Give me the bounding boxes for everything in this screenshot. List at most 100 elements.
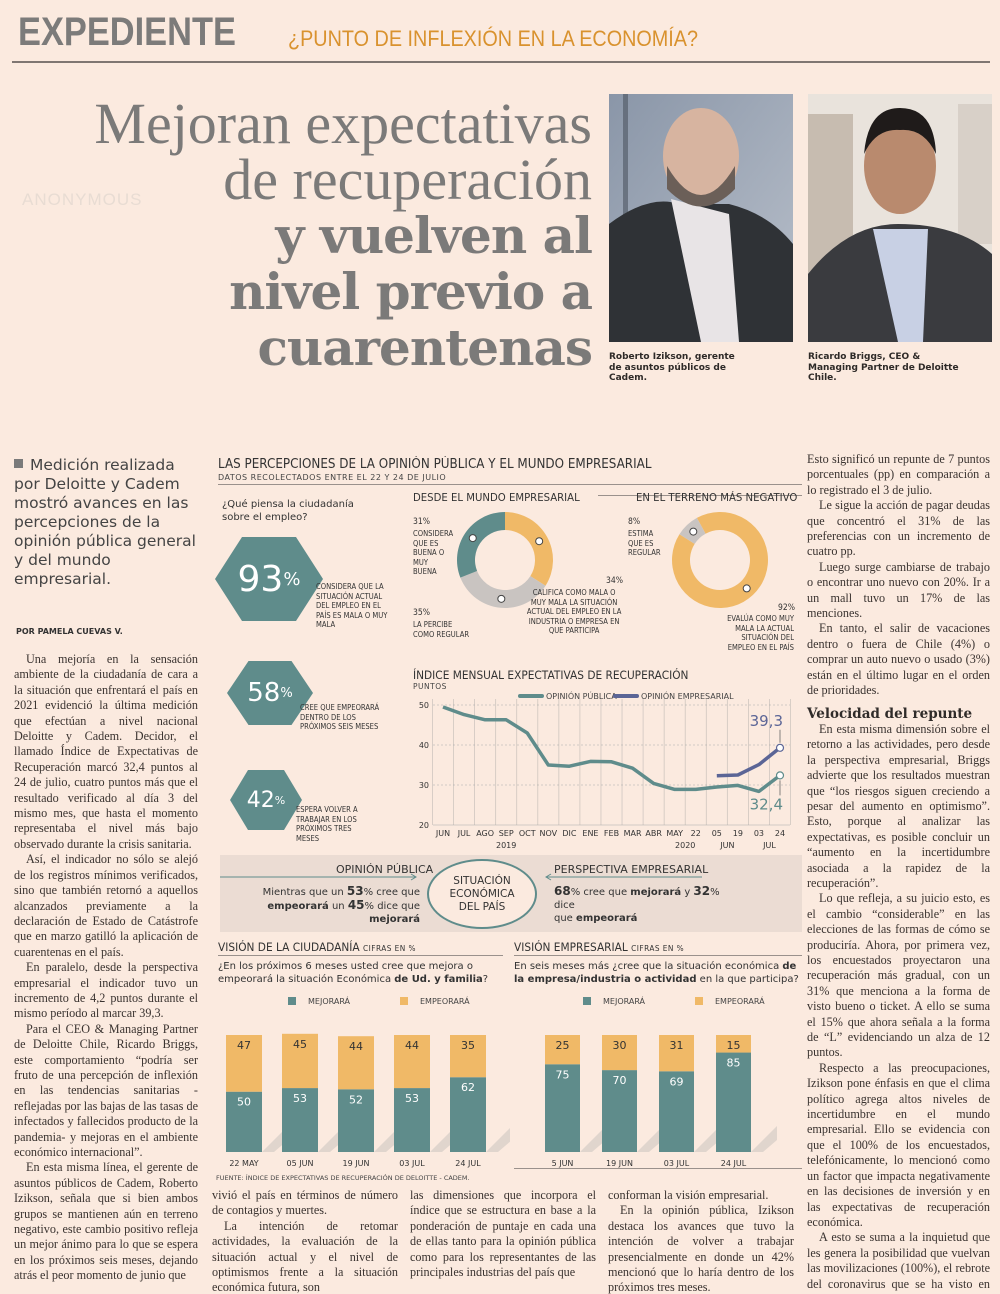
x-tick-label: NOV xyxy=(540,829,558,838)
x-group-label: JUL xyxy=(762,841,776,850)
infographic-subtitle: DATOS RECOLECTADOS ENTRE EL 22 Y 24 DE J… xyxy=(218,473,447,482)
bar-shadow xyxy=(430,1126,456,1152)
paragraph: Una mejoría en la sensación ambiente de … xyxy=(14,652,198,851)
bar-value-mejorara: 53 xyxy=(293,1092,307,1105)
bar-empeorara xyxy=(394,1035,430,1089)
opinion-publica-heading: OPINIÓN PÚBLICA xyxy=(336,863,434,876)
bar-value-mejorara: 69 xyxy=(670,1075,684,1088)
paragraph: En tanto, el salir de vacaciones dentro … xyxy=(807,621,990,698)
lead-summary: Medición realizada por Deloitte y Cadem … xyxy=(14,456,196,588)
bar-chart-empresarial: MEJORARÁ EMPEORARÁ 75 25 5 JUN 70 30 19 JUN 69 31… xyxy=(545,995,777,1168)
bar-mejorara xyxy=(545,1064,580,1152)
bar-category-label: 22 MAY xyxy=(229,1159,258,1168)
portrait-image xyxy=(609,94,793,342)
legend-label: EMPEORARÁ xyxy=(420,995,470,1006)
annotation-label: 39,3 xyxy=(750,712,783,730)
bar-chart-1-title: VISIÓN DE LA CIUDADANÍA CIFRAS EN % xyxy=(218,940,416,954)
bar-value-mejorara: 75 xyxy=(556,1068,570,1081)
annotation-label: 32,4 xyxy=(750,795,783,813)
bar-shadow xyxy=(374,1126,400,1152)
bar-value-mejorara: 70 xyxy=(613,1074,627,1087)
stat-label-93: CONSIDERA QUE LA SITUACIÓN ACTUAL DEL EM… xyxy=(316,582,388,629)
paragraph: En esta misma línea, el gerente de asunt… xyxy=(14,1160,198,1283)
bar-value-empeorara: 15 xyxy=(727,1039,741,1052)
bar-value-mejorara: 50 xyxy=(237,1096,251,1109)
watermark: ANONYMOUS xyxy=(22,190,143,209)
line-chart-title: ÍNDICE MENSUAL EXPECTATIVAS DE RECUPERAC… xyxy=(413,668,689,682)
bar-mejorara xyxy=(659,1071,694,1152)
headline-line-3: y vuelven al xyxy=(275,206,593,265)
bar-chart-ciudadania: MEJORARÁ EMPEORARÁ 50 47 22 MAY 53 45 05 JUN 52 4… xyxy=(226,995,510,1168)
infographic-title: LAS PERCEPCIONES DE LA OPINIÓN PÚBLICA Y… xyxy=(218,457,652,472)
stat-hexagon-42: 42% xyxy=(230,770,302,830)
donut-slice xyxy=(672,512,768,608)
x-tick-label: 24 xyxy=(775,829,785,838)
donut-2-title: EN EL TERRENO MÁS NEGATIVO xyxy=(636,491,798,504)
bar-mejorara xyxy=(282,1088,318,1152)
slice-marker xyxy=(689,527,698,536)
bar-shadow xyxy=(694,1126,720,1152)
article-column-4: conforman la visión empresarial. En la op… xyxy=(608,1188,794,1294)
x-tick-label: SEP xyxy=(499,829,514,838)
paragraph: Esto significó un repunte de 7 puntos po… xyxy=(807,452,990,497)
y-tick-label: 30 xyxy=(419,781,429,790)
bar-chart-1-question: ¿En los próximos 6 meses usted cree que … xyxy=(218,961,489,985)
bar-category-label: 05 JUN xyxy=(287,1159,314,1168)
bar-shadow xyxy=(318,1126,344,1152)
headline-line-5: cuarentenas xyxy=(257,318,593,377)
bar-mejorara xyxy=(602,1070,637,1152)
bar-value-mejorara: 53 xyxy=(405,1092,419,1105)
x-group-label: 2019 xyxy=(496,841,516,850)
headline-line-1: Mejoran expectativas xyxy=(94,91,592,156)
x-tick-label: AGO xyxy=(476,829,494,838)
x-tick-label: OCT xyxy=(519,829,536,838)
bar-empeorara xyxy=(450,1035,486,1078)
legend-swatch xyxy=(288,997,296,1005)
bar-category-label: 19 JUN xyxy=(343,1159,370,1168)
donut-slice xyxy=(505,512,553,586)
source-note: FUENTE: ÍNDICE DE EXPECTATIVAS DE RECUPE… xyxy=(216,1174,470,1182)
situacion-economica-panel: OPINIÓN PÚBLICA Mientras que un 53% cree… xyxy=(220,855,802,932)
photo-caption-briggs: Ricardo Briggs, CEO & Managing Partner d… xyxy=(808,352,959,383)
bar-category-label: 5 JUN xyxy=(552,1159,574,1168)
divider xyxy=(514,955,802,956)
divider xyxy=(218,955,503,956)
paragraph: conforman la visión empresarial. xyxy=(608,1188,769,1202)
paragraph: En esta misma dimensión sobre el retorno… xyxy=(807,721,990,890)
photo-roberto-izikson xyxy=(609,94,793,342)
paragraph: La intención de retomar actividades, la … xyxy=(212,1218,398,1294)
article-column-5: Esto significó un repunte de 7 puntos po… xyxy=(807,452,990,1294)
bar-empeorara xyxy=(545,1035,580,1065)
header-divider xyxy=(12,61,990,63)
situacion-economica-oval: SITUACIÓN ECONÓMICA DEL PAÍS xyxy=(427,859,537,929)
line-chart-ylabel: PUNTOS xyxy=(413,682,447,691)
bar-empeorara xyxy=(282,1033,318,1089)
bar-empeorara xyxy=(338,1036,374,1090)
y-tick-label: 40 xyxy=(419,741,429,750)
paragraph: Para el CEO & Managing Partner de Deloit… xyxy=(14,1021,198,1159)
paragraph: En paralelo, desde la perspectiva empres… xyxy=(14,960,198,1021)
byline: POR PAMELA CUEVAS V. xyxy=(16,627,123,636)
employment-question: ¿Qué piensa la ciudadanía sobre el emple… xyxy=(222,499,354,523)
legend-swatch xyxy=(583,997,591,1005)
paragraph: En la opinión pública, Izikson destaca l… xyxy=(608,1203,794,1294)
perspectiva-empresarial-heading: PERSPECTIVA EMPRESARIAL xyxy=(554,863,709,876)
bar-mejorara xyxy=(450,1077,486,1152)
bar-mejorara xyxy=(716,1052,751,1152)
donut-1-label-35: LA PERCIBE COMO REGULAR xyxy=(413,620,470,639)
donut-1-value-31: 31% xyxy=(413,517,431,527)
x-tick-label: JUN xyxy=(435,829,450,838)
column-5-part-1: Esto significó un repunte de 7 puntos po… xyxy=(807,452,990,699)
stat-hexagon-93: 93% xyxy=(215,537,323,621)
donut-1-label-31: CONSIDERA QUE ES BUENA O MUY BUENA xyxy=(413,529,454,576)
arrow-left-icon xyxy=(545,873,702,881)
arrow-right-icon xyxy=(220,873,417,881)
bar-value-mejorara: 62 xyxy=(461,1081,475,1094)
bar-mejorara xyxy=(338,1089,374,1152)
paragraph: Lo que refleja, a su juicio esto, es el … xyxy=(807,891,990,1060)
bar-mejorara xyxy=(394,1088,430,1152)
subheading: Velocidad del repunte xyxy=(807,705,973,722)
paragraph: vivió el país en términos de número de c… xyxy=(212,1188,398,1218)
y-tick-label: 20 xyxy=(419,821,429,830)
y-tick-label: 50 xyxy=(419,701,429,710)
